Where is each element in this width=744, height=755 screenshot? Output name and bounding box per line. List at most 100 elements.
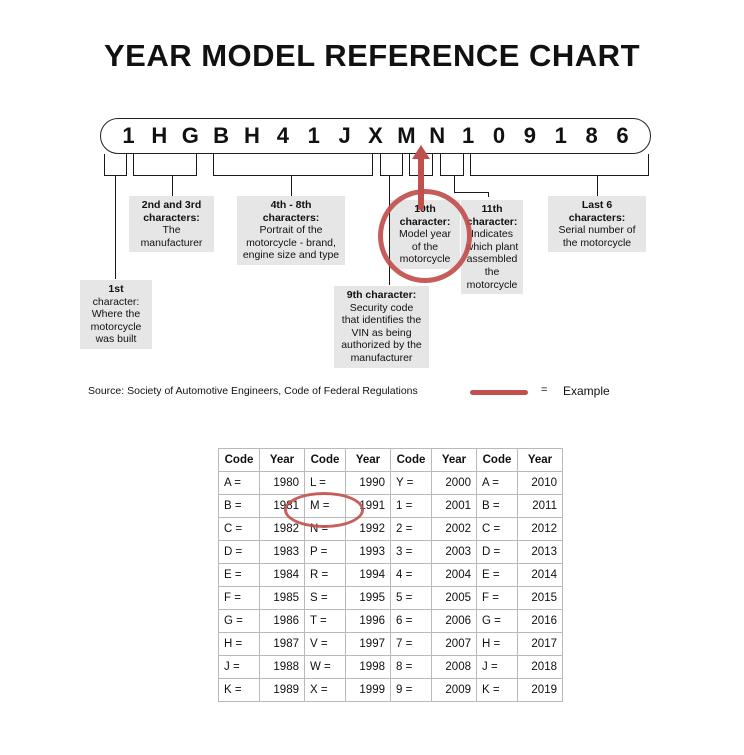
cell-year: 2010 — [517, 471, 563, 495]
cell-year: 1989 — [259, 678, 305, 702]
cell-year: 2013 — [517, 540, 563, 564]
callout-ninth-heading: 9th character: — [346, 289, 417, 301]
cell-year: 1991 — [345, 494, 391, 518]
cell-year: 1984 — [259, 563, 305, 587]
example-arrow-head-icon — [412, 145, 430, 159]
callout-fourth-eighth-line-2: Portrait of the — [259, 224, 323, 237]
callout-ninth-line-5: manufacturer — [350, 351, 413, 364]
callout-eleventh-heading: 11th — [481, 203, 503, 215]
callout-last-six-characters: Last 6 characters: Serial number of the … — [548, 196, 646, 253]
cell-code: G = — [476, 609, 518, 633]
vin-char-5: H — [244, 123, 260, 148]
cell-year: 1999 — [345, 678, 391, 702]
vin-char-8: J — [338, 123, 351, 148]
table-row: J = 1988 W = 1998 8 = 2008 J = 2018 — [218, 655, 563, 679]
callout-first-character: 1st character: Where the motorcycle was … — [80, 280, 152, 349]
table-row: K = 1989 X = 1999 9 = 2009 K = 2019 — [218, 678, 563, 702]
cell-year: 2008 — [431, 655, 477, 679]
cell-code: S = — [304, 586, 346, 610]
vin-char-2: H — [151, 123, 168, 148]
cell-year: 1996 — [345, 609, 391, 633]
cell-code: R = — [304, 563, 346, 587]
vin-char-15: 1 — [554, 123, 567, 148]
callout-ninth-line-4: authorized by the — [341, 339, 422, 352]
bracket-5-left — [409, 154, 411, 176]
cell-code: W = — [304, 655, 346, 679]
cell-year: 1987 — [259, 632, 305, 656]
legend-label: Example — [563, 384, 610, 398]
callout-last-six-heading: Last 6 — [581, 199, 613, 211]
table-row: F = 1985 S = 1995 5 = 2005 F = 2015 — [218, 586, 563, 610]
leader-3 — [291, 175, 293, 196]
cell-code: 3 = — [390, 540, 432, 564]
cell-year: 2006 — [431, 609, 477, 633]
callout-last-six-line-1: characters: — [568, 211, 626, 224]
table-row: C = 1982 N = 1992 2 = 2002 C = 2012 — [218, 517, 563, 541]
cell-year: 2018 — [517, 655, 563, 679]
callout-ninth-line-3: VIN as being — [351, 326, 412, 339]
cell-code: F = — [218, 586, 260, 610]
bracket-7-bottom — [470, 175, 649, 177]
callout-first-character-heading: 1st — [108, 283, 124, 295]
cell-code: J = — [218, 655, 260, 679]
leader-6b — [454, 192, 489, 194]
table-row: H = 1987 V = 1997 7 = 2007 H = 2017 — [218, 632, 563, 656]
vin-char-11: N — [429, 123, 446, 148]
callout-first-character-line-3: motorcycle — [90, 320, 142, 333]
leader-6a — [454, 175, 456, 193]
cell-code: A = — [476, 471, 518, 495]
bracket-1-left — [104, 154, 106, 176]
cell-code: T = — [304, 609, 346, 633]
callout-fourth-eighth-line-3: motorcycle - brand, — [246, 236, 336, 249]
callout-last-six-line-3: the motorcycle — [562, 236, 632, 249]
vin-char-10: M — [397, 123, 416, 148]
callout-fourth-eighth-line-1: characters: — [262, 211, 320, 224]
cell-year: 1982 — [259, 517, 305, 541]
callout-eleventh-line-5: the — [484, 265, 500, 278]
table-row: G = 1986 T = 1996 6 = 2006 G = 2016 — [218, 609, 563, 633]
cell-year: 2016 — [517, 609, 563, 633]
cell-code: 4 = — [390, 563, 432, 587]
cell-code: X = — [304, 678, 346, 702]
bracket-4-bottom — [380, 175, 403, 177]
cell-code: M = — [304, 494, 346, 518]
callout-second-third-characters: 2nd and 3rd characters: The manufacturer — [129, 196, 214, 253]
cell-code: 6 = — [390, 609, 432, 633]
vin-char-12: 1 — [462, 123, 475, 148]
callout-eleventh-line-3: which plant — [465, 240, 519, 253]
callout-second-third-line-3: manufacturer — [140, 236, 203, 249]
cell-year: 1992 — [345, 517, 391, 541]
cell-code: D = — [218, 540, 260, 564]
cell-year: 2017 — [517, 632, 563, 656]
cell-year: 2001 — [431, 494, 477, 518]
cell-year: 2012 — [517, 517, 563, 541]
col-header-year-3: Year — [431, 448, 477, 472]
leader-1 — [115, 175, 117, 279]
callout-eleventh-line-1: character: — [466, 215, 518, 228]
cell-code: E = — [218, 563, 260, 587]
callout-eleventh-line-4: assembled — [466, 253, 518, 266]
vin-char-1: 1 — [122, 123, 135, 148]
callout-second-third-line-1: characters: — [143, 211, 200, 224]
callout-ninth-line-1: Security code — [349, 301, 414, 314]
cell-year: 1998 — [345, 655, 391, 679]
cell-code: A = — [218, 471, 260, 495]
cell-year: 2007 — [431, 632, 477, 656]
callout-second-third-heading: 2nd and 3rd — [141, 199, 202, 211]
cell-year: 1997 — [345, 632, 391, 656]
legend-dash-icon — [470, 390, 528, 395]
example-highlight-circle — [378, 189, 472, 283]
cell-year: 2019 — [517, 678, 563, 702]
vin-char-7: 1 — [307, 123, 320, 148]
callout-fourth-eighth-heading: 4th - 8th — [270, 199, 312, 211]
cell-code: P = — [304, 540, 346, 564]
table-body: A = 1980 L = 1990 Y = 2000 A = 2010 B = 1981 M = 19… — [218, 471, 563, 702]
callout-first-character-line-1: character: — [92, 295, 140, 308]
vin-char-17: 6 — [616, 123, 629, 148]
table-row: E = 1984 R = 1994 4 = 2004 E = 2014 — [218, 563, 563, 587]
cell-code: B = — [218, 494, 260, 518]
cell-year: 1980 — [259, 471, 305, 495]
cell-year: 2002 — [431, 517, 477, 541]
col-header-code-1: Code — [218, 448, 260, 472]
callout-eleventh-line-6: motorcycle — [466, 278, 518, 291]
